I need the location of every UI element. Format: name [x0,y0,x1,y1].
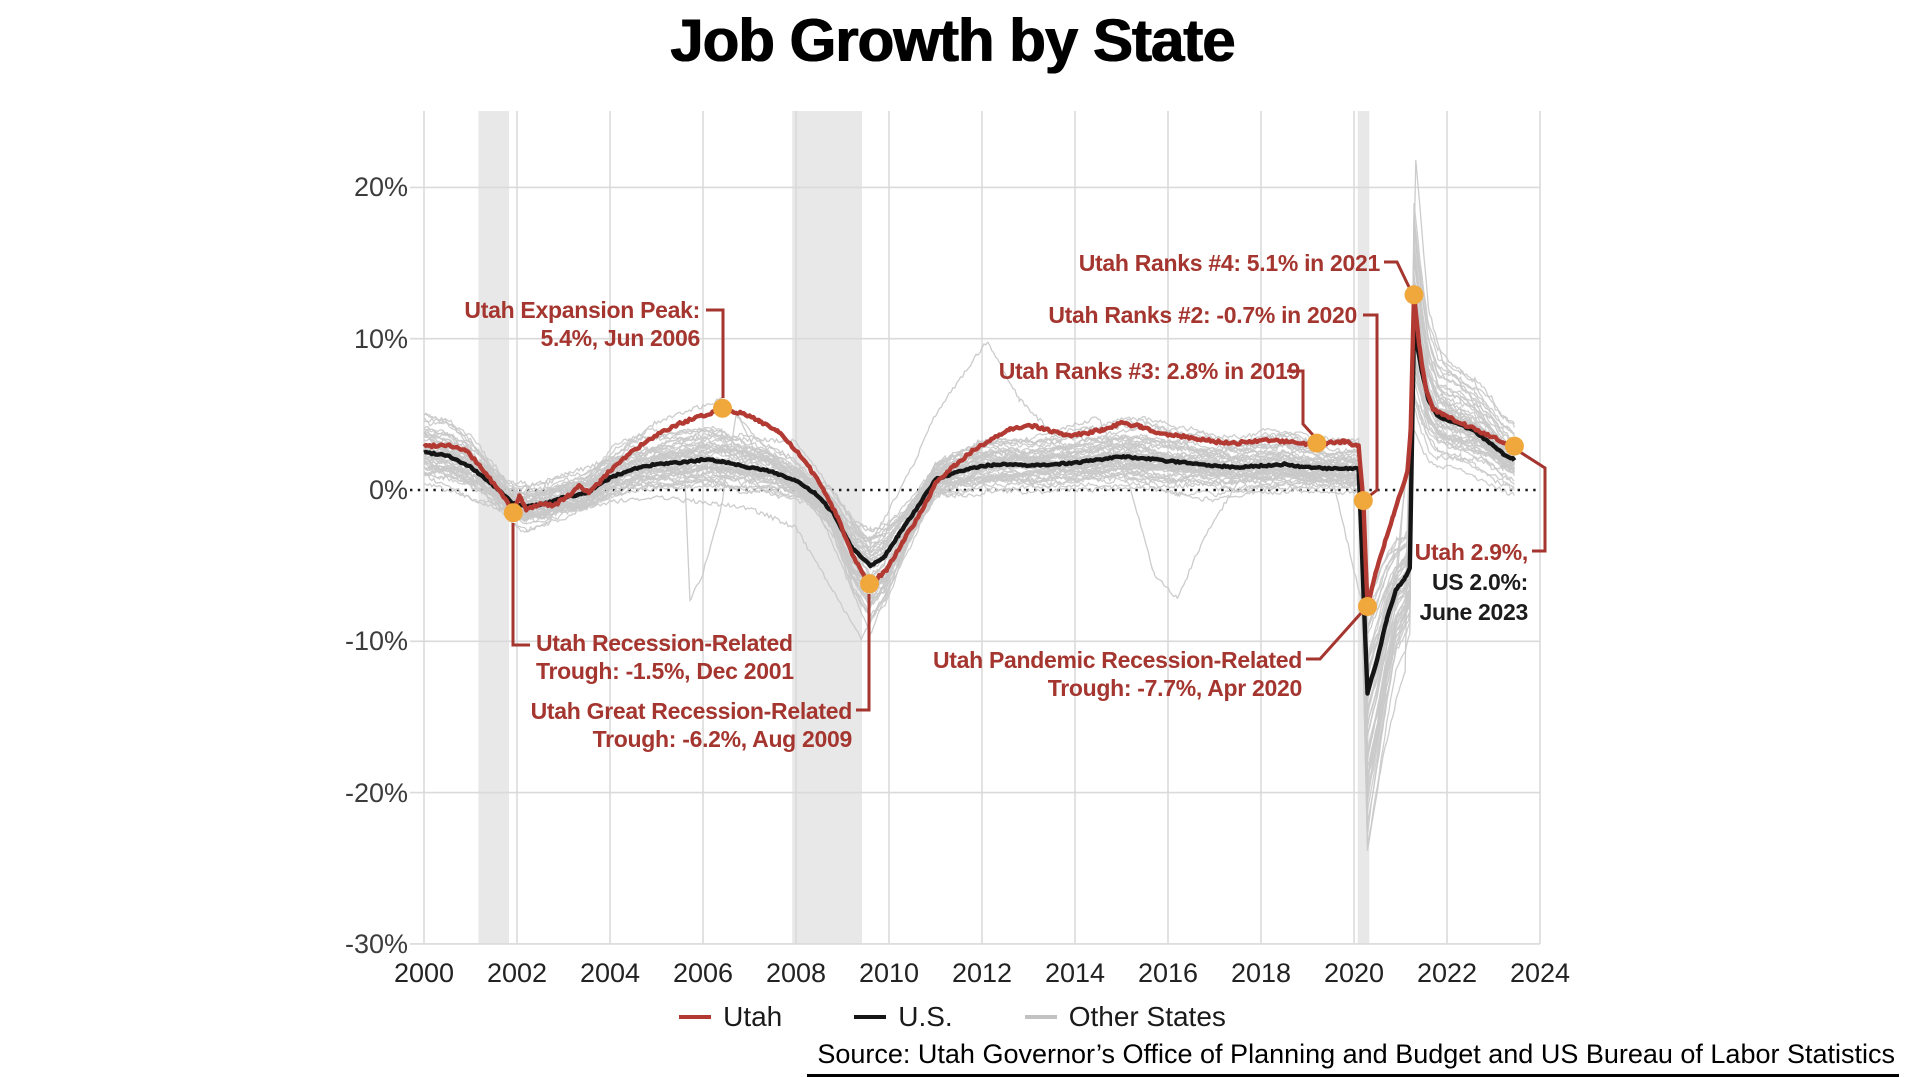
annotation-line: Trough: -6.2%, Aug 2009 [592,726,853,752]
annotation-connector [1384,260,1411,288]
other-state-line-oil-boom [423,341,1515,627]
other-state-line-rust-belt [423,247,1516,832]
annotation-expansion-peak: Utah Expansion Peak: 5.4%, Jun 2006 [464,296,700,352]
annotation-connector [706,308,725,398]
marker-dot [860,574,879,594]
chart-legend: Utah U.S. Other States [0,1001,1905,1033]
x-tick-label: 2016 [1137,958,1199,988]
annotation-connector [856,594,871,712]
x-tick-label: 2006 [672,958,734,988]
utah-line [422,291,1517,609]
legend-label: Other States [1068,1001,1226,1032]
y-tick-label: 20% [353,172,408,203]
x-tick-label: 2024 [1509,958,1571,988]
annotation-ranks-3-2019: Utah Ranks #3: 2.8% in 2019 [998,357,1301,385]
annotation-pandemic-trough: Utah Pandemic Recession-Related Trough: … [933,646,1302,702]
annotation-line: 5.4%, Jun 2006 [540,325,701,351]
annotation-line: Trough: -1.5%, Dec 2001 [536,658,794,684]
other-state-line [423,390,1515,634]
annotation-ranks-4-2021: Utah Ranks #4: 5.1% in 2021 [1078,249,1381,277]
x-tick-label: 2014 [1044,958,1106,988]
x-tick-label: 2022 [1416,958,1478,988]
other-state-line [423,365,1515,657]
other-state-line [423,318,1515,712]
annotation-great-recession-trough: Utah Great Recession-Related Trough: -6.… [530,697,853,753]
annotation-connector [1287,369,1315,437]
annotation-line: Utah Great Recession-Related [530,698,853,724]
recession-band [478,111,510,944]
marker-dot [713,398,732,418]
other-state-line-hurricane-dip [423,369,1516,658]
legend-item-us: U.S. [854,1001,953,1033]
x-tick-label: 2004 [579,958,641,988]
chart-title: Job Growth by State [670,7,1235,74]
x-tick-label: 2002 [486,958,548,988]
us-line-swatch [854,1015,887,1019]
marker-dot [1307,433,1327,453]
annotation-line: Utah Recession-Related [536,630,793,656]
legend-item-utah: Utah [679,1001,782,1033]
other-state-line [423,339,1516,689]
annotation-connector [511,523,530,647]
y-tick-label: -20% [344,777,408,808]
y-tick-label: -30% [344,928,408,959]
y-tick-label: -10% [344,626,408,657]
x-tick-label: 2000 [393,958,455,988]
other-states-line-swatch [1024,1015,1057,1019]
marker-dot [1404,285,1424,305]
us-line [423,324,1517,696]
annotation-connector [1363,313,1379,499]
utah-line-swatch [679,1015,712,1019]
annotation-line: Utah Expansion Peak: [464,297,700,323]
marker-dot [503,503,523,523]
y-tick-label: 0% [368,475,408,505]
x-tick-label: 2008 [765,958,827,988]
annotation-line: Utah Ranks #3: 2.8% in 2019 [998,358,1301,384]
y-tick-label: 10% [353,323,408,354]
x-tick-label: 2018 [1230,958,1292,988]
legend-label: Utah [723,1001,783,1032]
x-tick-label: 2010 [858,958,920,988]
legend-item-other-states: Other States [1024,1001,1226,1033]
annotation-line: Utah 2.9%, [1414,539,1529,565]
marker-dot [1504,436,1524,456]
annotation-line: Utah Pandemic Recession-Related [932,647,1302,673]
annotation-connector [1519,450,1547,553]
marker-dot [1358,597,1377,616]
annotation-connector [1306,611,1364,661]
annotation-line: Utah Ranks #4: 5.1% in 2021 [1078,250,1381,276]
annotation-line: Trough: -7.7%, Apr 2020 [1047,675,1303,701]
annotation-june-2023: Utah 2.9%, US 2.0%: June 2023 [1414,537,1529,627]
series-group [422,159,1517,851]
source-credit: Source: Utah Governor’s Office of Planni… [807,1039,1899,1077]
annotation-ranks-2-2020: Utah Ranks #2: -0.7% in 2020 [1048,301,1357,329]
annotation-line: June 2023 [1419,599,1528,625]
annotation-line: Utah Ranks #2: -0.7% in 2020 [1048,302,1357,328]
x-tick-label: 2020 [1323,958,1385,988]
other-state-line [423,254,1515,761]
legend-label: U.S. [898,1001,953,1032]
annotation-recession-trough-2001: Utah Recession-Related Trough: -1.5%, De… [536,629,794,685]
marker-dot [1353,491,1373,511]
annotation-line: US 2.0%: [1431,569,1528,595]
x-tick-label: 2012 [951,958,1013,988]
